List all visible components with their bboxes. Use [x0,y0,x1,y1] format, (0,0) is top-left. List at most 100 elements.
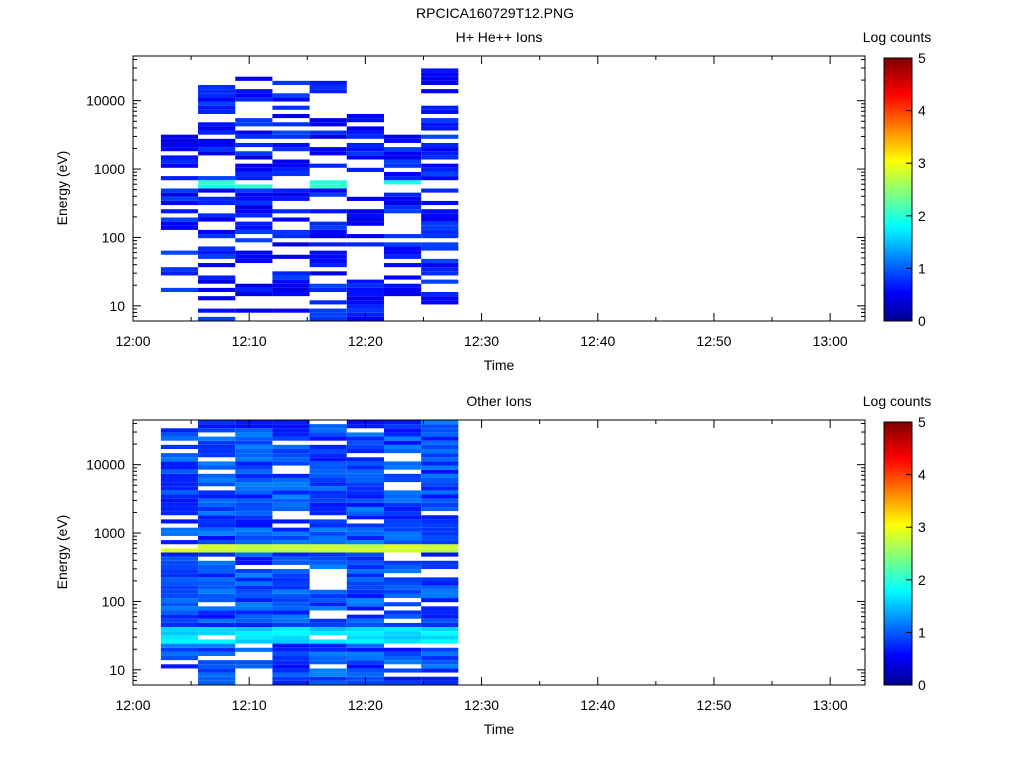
heatmap-cell [346,444,384,449]
heatmap-cell [346,569,384,574]
heatmap-cell [235,283,273,288]
heatmap-cell [346,440,384,445]
colorbar-tick-label: 4 [918,467,926,483]
heatmap-cell [309,602,347,607]
colorbar-tick-label: 2 [918,572,926,588]
heatmap-cell [160,221,199,226]
x-tick-label: 12:20 [348,697,383,713]
heatmap-cell [235,196,273,201]
heatmap-cell [272,436,310,441]
colorbar-tick-label: 3 [918,155,926,171]
heatmap-cell [346,147,384,152]
heatmap-cell [346,465,384,470]
heatmap-cell [272,643,310,648]
heatmap-cell [160,477,199,483]
heatmap-cell [346,585,384,590]
heatmap-cell [346,581,384,586]
heatmap-cell [421,610,459,615]
heatmap-cell [421,498,459,503]
heatmap-cell [198,593,236,599]
heatmap-cell [346,118,384,123]
heatmap-cell [272,618,310,623]
heatmap-cell [235,171,273,177]
x-tick-label: 12:10 [232,333,267,349]
heatmap-cell [309,531,347,536]
heatmap-cell [421,271,459,276]
heatmap-cell [198,263,236,268]
heatmap-cell [309,544,347,549]
heatmap-cell [383,523,422,528]
heatmap-cell [346,515,384,520]
heatmap-cell [272,217,310,222]
heatmap-cell [346,573,384,578]
heatmap-cell [198,184,236,189]
heatmap-cell [160,598,199,603]
heatmap-cell [383,432,422,437]
heatmap-cell [198,101,236,106]
colorbar-tick-label: 5 [918,414,926,430]
heatmap-cell [421,292,459,297]
heatmap-cell [235,618,273,623]
heatmap-cell [198,142,236,148]
heatmap-cell [160,564,199,570]
heatmap-cell [309,552,347,557]
heatmap-cell [421,631,459,636]
heatmap-cell [160,585,199,590]
heatmap-cell [383,519,422,524]
heatmap-cell [160,614,199,619]
heatmap-cell [160,540,199,545]
heatmap-cell [160,457,199,462]
heatmap-cell [198,585,236,590]
heatmap-cell [235,494,273,499]
heatmap-cell [272,142,310,148]
heatmap-cell [421,660,459,665]
heatmap-cell [346,242,384,247]
heatmap-cell [160,639,199,644]
heatmap-cell [346,606,384,611]
heatmap-cell [272,93,310,98]
heatmap-cell [421,263,459,268]
heatmap-cell [346,283,384,288]
heatmap-cell [198,196,236,201]
heatmap-cell [235,598,273,603]
heatmap-cell [160,511,199,516]
heatmap-cell [160,196,199,201]
heatmap-cell [272,192,310,197]
heatmap-cell [198,680,236,685]
heatmap-cell [160,200,199,206]
heatmap-cell [235,502,273,507]
heatmap-cell [309,448,347,454]
heatmap-cell [309,639,347,644]
heatmap-cell [235,552,273,557]
heatmap-cell [309,308,347,313]
heatmap-cell [309,432,347,437]
heatmap-cell [346,589,384,594]
panel2-colorbar-title: Log counts [862,393,932,409]
heatmap-cell [346,560,384,565]
heatmap-cell [421,188,459,193]
heatmap-cell [198,573,236,578]
heatmap-cell [235,548,273,553]
heatmap-cell [198,126,236,131]
heatmap-cell [383,134,422,139]
heatmap-cell [346,432,384,437]
heatmap-cell [235,176,273,181]
heatmap-cell [309,84,347,90]
main-title: RPCICA160729T12.PNG [416,5,574,21]
heatmap-cell [383,242,422,247]
heatmap-cell [383,627,422,632]
heatmap-cell [421,486,459,491]
heatmap-cell [235,142,273,148]
heatmap-cell [421,448,459,454]
heatmap-cell [198,440,236,445]
heatmap-cell [309,490,347,495]
heatmap-cell [383,477,422,483]
heatmap-cell [160,465,199,470]
x-tick-label: 12:00 [115,697,150,713]
heatmap-cell [309,300,347,305]
heatmap-cell [235,184,273,189]
heatmap-cell [160,635,199,640]
heatmap-cell [160,436,199,441]
heatmap-cell [421,614,459,619]
heatmap-cell [383,428,422,433]
